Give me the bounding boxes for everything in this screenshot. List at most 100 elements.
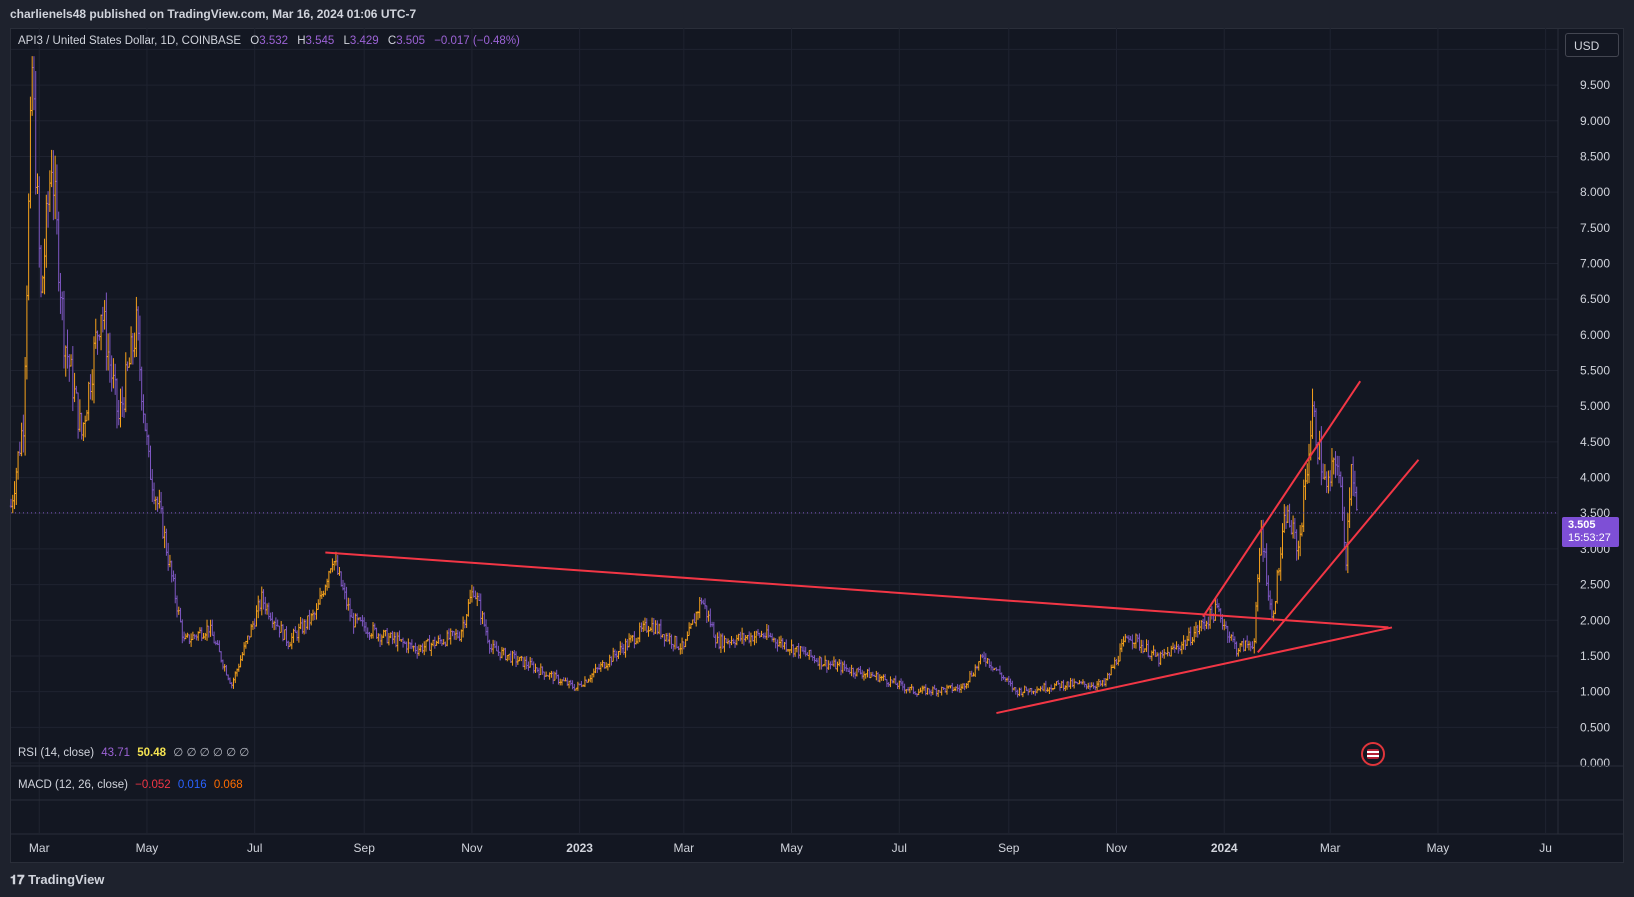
ohlc-bar (490, 643, 493, 653)
ohlc-bar (1351, 456, 1355, 496)
ohlc-bar (541, 666, 544, 675)
ohlc-bar (608, 654, 611, 668)
macd-legend[interactable]: MACD (12, 26, close) −0.052 0.016 0.068 (18, 779, 243, 791)
ohlc-bar (89, 374, 92, 400)
ohlc-bar (1069, 677, 1072, 689)
ohlc-bar (823, 655, 827, 667)
trendlines (325, 380, 1420, 715)
ohlc-bar (687, 622, 691, 636)
ohlc-bar (124, 352, 127, 413)
ohlc-bar (792, 644, 795, 658)
macd-line-value: 0.016 (177, 779, 207, 791)
ohlc-bar (1268, 590, 1272, 610)
symbol-legend: API3 / United States Dollar, 1D, COINBAS… (18, 35, 520, 47)
ohlc-bar (362, 617, 366, 632)
ohlc-bar (161, 506, 165, 539)
last-price: 3.505 (1568, 519, 1596, 531)
ohlc-bar (1320, 426, 1323, 486)
ohlc-bar (304, 619, 308, 634)
us-flag-icon[interactable] (1361, 742, 1385, 766)
ohlc-bar (36, 173, 39, 194)
ohlc-bar (1293, 518, 1297, 540)
ohlc-bar (977, 661, 980, 671)
ohlc-bar (921, 685, 924, 694)
ohlc-bar (647, 625, 650, 637)
ohlc-bar (182, 631, 186, 642)
ohlc-bar (753, 631, 756, 646)
ohlc-bar (1207, 616, 1210, 630)
y-tick-label: 5.000 (1580, 399, 1610, 413)
ohlc-bar (410, 639, 414, 650)
ohlc-bar (1265, 543, 1268, 586)
ohlc-bar (191, 631, 195, 641)
ohlc-bar (290, 632, 293, 650)
ohlc-bar (1007, 675, 1010, 685)
ohlc-bar (295, 630, 299, 641)
ohlc-bar (758, 632, 761, 638)
ohlc-bar (50, 149, 53, 188)
ohlc-bar (497, 645, 500, 656)
ohlc-bar (391, 630, 394, 645)
ohlc-bar (765, 624, 769, 640)
ohlc-bar (815, 658, 818, 663)
ohlc-bar (156, 496, 159, 512)
x-tick-label: Nov (461, 841, 482, 855)
ohlc-bar (377, 633, 380, 642)
ohlc-bar (1092, 682, 1095, 689)
ohlc-bar (166, 542, 170, 571)
rsi-ma-value: 50.48 (137, 747, 167, 759)
ohlc-bar (762, 632, 765, 639)
ohlc-bar (876, 672, 880, 682)
ohlc-bar (481, 611, 484, 625)
ohlc-bar (154, 496, 158, 511)
ohlc-bar (57, 211, 60, 292)
ohlc-bar (1258, 547, 1261, 583)
ohlc-bar (642, 620, 645, 632)
ohlc-bar (583, 676, 587, 688)
ohlc-bar (728, 639, 731, 649)
ohlc-bar (440, 639, 444, 647)
x-tick-label: Ju (1539, 841, 1552, 855)
ohlc-bar (571, 680, 574, 690)
ohlc-bar (500, 646, 504, 659)
last-price-badge: 3.505 15:53:27 (1562, 517, 1619, 547)
ohlc-bar (477, 593, 481, 601)
ohlc-bar (1057, 679, 1060, 685)
ohlc-bar (378, 633, 382, 647)
ohlc-bar (274, 617, 278, 630)
ohlc-bar (421, 643, 424, 654)
ohlc-bar (1217, 603, 1221, 613)
ohlc-bar (537, 667, 541, 679)
ohlc-bar (1318, 430, 1321, 461)
ohlc-bar (597, 663, 601, 671)
low-value: 3.429 (349, 35, 379, 47)
tradingview-logo[interactable]: 𝟏𝟕 TradingView (10, 872, 104, 888)
ohlc-bar (297, 623, 301, 643)
ohlc-bar (1337, 455, 1341, 484)
ohlc-bar (695, 611, 698, 627)
ohlc-bar (772, 637, 776, 643)
ohlc-bar (92, 336, 96, 404)
rsi-legend[interactable]: RSI (14, close) 43.71 50.48 ∅ ∅ ∅ ∅ ∅ ∅ (18, 745, 249, 759)
ohlc-bar (495, 641, 498, 652)
x-tick-label: Mar (29, 841, 50, 855)
ohlc-bar (347, 597, 350, 611)
ohlc-bar (1178, 645, 1182, 652)
chart-frame[interactable] (10, 28, 1624, 863)
ohlc-bar (1223, 619, 1226, 631)
ohlc-bar (838, 659, 841, 667)
ohlc-bar (1279, 547, 1282, 581)
brand-name: TradingView (28, 872, 105, 887)
ohlc-bar (804, 646, 807, 657)
ohlc-bar (46, 191, 50, 228)
ohlc-bar (133, 332, 136, 358)
ohlc-bar (108, 332, 112, 383)
ohlc-bar (59, 272, 62, 314)
ohlc-bar (820, 657, 823, 670)
x-tick-label: Sep (998, 841, 1020, 855)
currency-button[interactable]: USD (1565, 33, 1619, 57)
ohlc-bar (218, 640, 221, 653)
ohlc-bar (255, 605, 258, 627)
ohlc-bar (1297, 540, 1300, 560)
